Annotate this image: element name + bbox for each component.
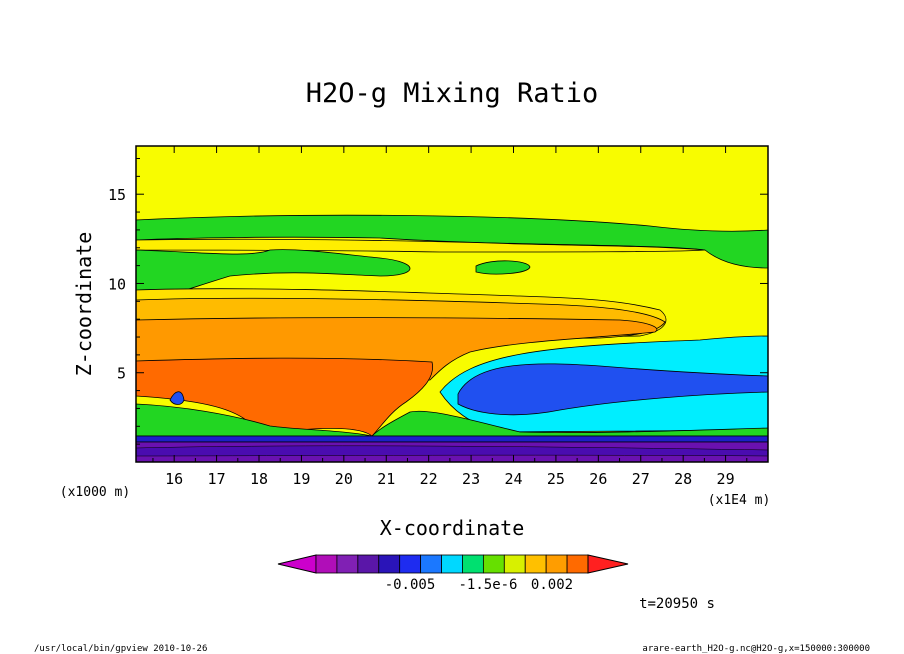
colorbar-swatch — [399, 554, 422, 574]
plot-frame — [135, 145, 769, 463]
x-tick-label: 24 — [504, 470, 522, 488]
x-tick-label: 16 — [165, 470, 183, 488]
x-unit-label: (x1E4 m) — [708, 493, 771, 508]
footer-right: arare-earth_H2O-g.nc@H2O-g,x=150000:3000… — [642, 644, 870, 654]
colorbar-label: 0.002 — [531, 577, 573, 593]
x-tick-label: 19 — [292, 470, 310, 488]
colorbar-label: -1.5e-6 — [458, 577, 517, 593]
footer-left: /usr/local/bin/gpview 2010-10-26 — [34, 644, 207, 654]
contour-band-green-mid — [135, 249, 411, 303]
y-unit-label: (x1000 m) — [60, 485, 130, 500]
chart-title: H2O-g Mixing Ratio — [306, 78, 599, 109]
colorbar-arrow-left — [277, 554, 317, 574]
colorbar-swatch — [462, 554, 484, 574]
x-tick-label: 23 — [462, 470, 480, 488]
colorbar-swatch — [503, 554, 526, 574]
colorbar-swatch — [441, 554, 463, 574]
axis-ticks — [136, 146, 768, 462]
y-tick-label: 15 — [108, 186, 126, 204]
contour-band-green-low — [135, 403, 769, 437]
colorbar-swatch — [315, 554, 338, 574]
x-tick-label: 17 — [208, 470, 226, 488]
contour-band-red-orange — [135, 357, 434, 437]
plot-area — [135, 145, 769, 463]
colorbar: -0.005 -1.5e-6 0.002 — [277, 554, 629, 593]
contour-bands — [135, 214, 769, 463]
colorbar-swatch — [357, 554, 380, 574]
colorbar-swatch — [378, 554, 401, 574]
x-tick-label: 28 — [674, 470, 692, 488]
contour-band-green-blob — [475, 260, 531, 275]
x-tick-label: 21 — [377, 470, 395, 488]
y-tick-label: 5 — [117, 365, 126, 383]
colorbar-swatch — [524, 554, 547, 574]
colorbar-swatch — [566, 554, 589, 574]
y-tick-label: 10 — [108, 275, 126, 293]
x-tick-label: 27 — [632, 470, 650, 488]
colorbar-swatch — [545, 554, 568, 574]
x-tick-label: 22 — [420, 470, 438, 488]
time-label: t=20950 s — [639, 596, 715, 612]
colorbar-swatch — [420, 554, 442, 574]
x-tick-label: 20 — [335, 470, 353, 488]
x-axis-title: X-coordinate — [380, 516, 525, 540]
contour-band-blue-left — [169, 391, 185, 405]
y-axis-title: Z-coordinate — [72, 232, 96, 377]
contour-band-dark-blue — [135, 435, 769, 443]
x-tick-label: 18 — [250, 470, 268, 488]
x-tick-label: 25 — [547, 470, 565, 488]
colorbar-label: -0.005 — [385, 577, 436, 593]
x-tick-label: 29 — [717, 470, 735, 488]
colorbar-swatch — [482, 554, 505, 574]
colorbar-swatch — [336, 554, 359, 574]
colorbar-arrow-right — [587, 554, 629, 574]
x-tick-label: 26 — [589, 470, 607, 488]
